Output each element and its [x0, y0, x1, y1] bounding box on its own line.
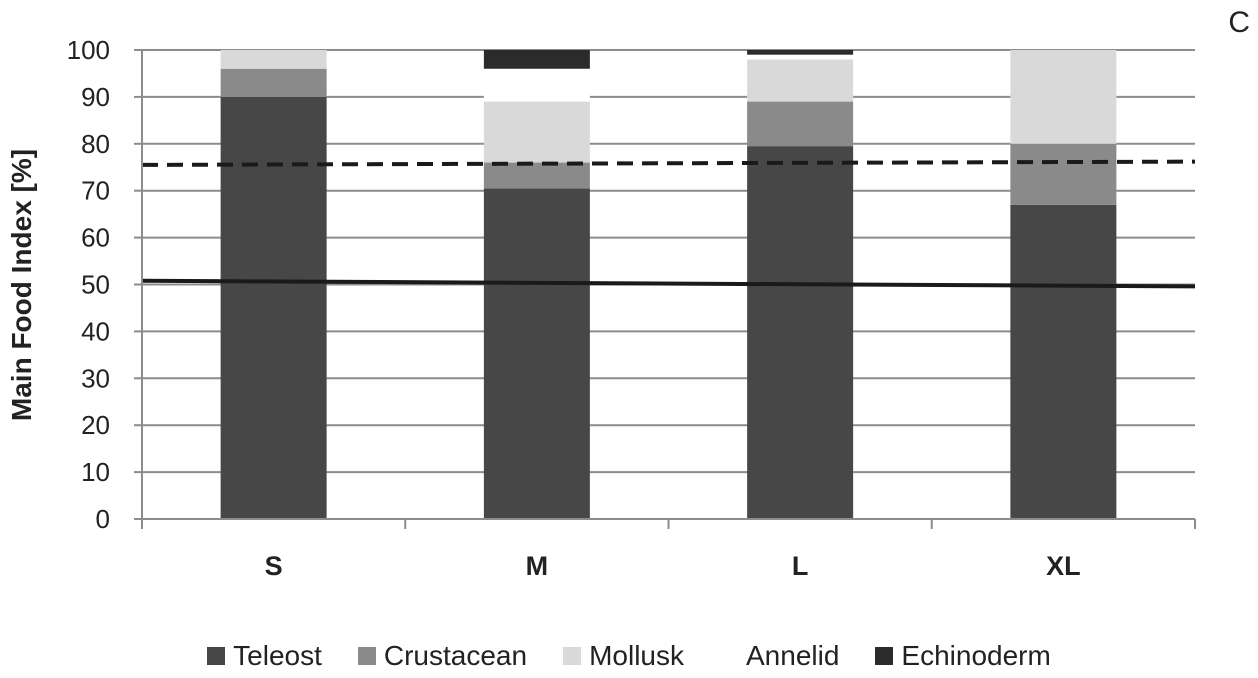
bar-segment-mollusk-s [220, 50, 327, 69]
bar-segment-crustacean-m [483, 162, 590, 189]
bar-segment-annelid-l [747, 54, 854, 60]
legend-label: Mollusk [589, 640, 684, 671]
legend-item-crustacean: Crustacean [357, 640, 528, 672]
legend-swatch [563, 647, 582, 665]
legend-label: Teleost [233, 640, 322, 671]
reference-line-solid [141, 278, 1196, 289]
bar-segment-crustacean-l [747, 101, 854, 147]
bar-segment-crustacean-s [220, 68, 327, 97]
panel-label: C [1228, 6, 1250, 39]
bar-segment-mollusk-m [483, 101, 590, 163]
y-tick-label: 60 [81, 223, 110, 253]
legend-item-echinoderm: Echinoderm [875, 640, 1051, 672]
bar-segment-annelid-m [483, 68, 590, 102]
x-tick-label: M [526, 551, 549, 581]
y-tick-label: 80 [81, 129, 110, 159]
y-tick-label: 10 [81, 457, 110, 487]
legend-swatch [207, 647, 226, 665]
legend-swatch [875, 647, 894, 665]
y-tick-label: 30 [81, 363, 110, 393]
legend-label: Crustacean [383, 640, 528, 671]
x-tick-label: XL [1046, 551, 1081, 581]
legend-item-mollusk: Mollusk [563, 640, 684, 672]
y-tick-label: 70 [81, 176, 110, 206]
bar-segment-mollusk-xl [1010, 50, 1117, 144]
reference-lines [141, 159, 1196, 289]
bar-segment-crustacean-xl [1010, 143, 1117, 205]
bar-segment-teleost-l [747, 146, 854, 519]
legend-label: Annelid [746, 640, 840, 671]
y-tick-label: 90 [81, 82, 110, 112]
reference-line-dashed [141, 159, 1196, 167]
bar-segment-echinoderm-m [483, 50, 590, 69]
bar-segment-teleost-s [220, 96, 327, 520]
bar-segment-echinoderm-l [747, 50, 854, 55]
y-tick-label: 0 [96, 504, 110, 534]
y-tick-label: 20 [81, 410, 110, 440]
stacked-bar-chart: 0 10 20 30 40 50 60 70 80 90 100 S M L XL [67, 35, 1196, 581]
bars [220, 50, 1117, 520]
y-tick-label: 40 [81, 316, 110, 346]
bar-segment-teleost-m [483, 188, 590, 520]
x-tick-label: S [265, 551, 283, 581]
legend: Teleost Crustacean Mollusk Annelid Echinoder… [0, 640, 1258, 672]
x-tick-label: L [792, 551, 809, 581]
bar-segment-mollusk-l [747, 59, 854, 102]
bar-segment-teleost-xl [1010, 204, 1117, 519]
axes: 0 10 20 30 40 50 60 70 80 90 100 S M L XL [67, 35, 1196, 581]
legend-item-teleost: Teleost [207, 640, 322, 672]
legend-item-annelid: Annelid [720, 640, 839, 672]
legend-label: Echinoderm [901, 640, 1051, 671]
legend-swatch [720, 647, 738, 665]
y-tick-label: 50 [81, 270, 110, 300]
legend-swatch [357, 647, 376, 665]
y-tick-label: 100 [67, 35, 110, 65]
